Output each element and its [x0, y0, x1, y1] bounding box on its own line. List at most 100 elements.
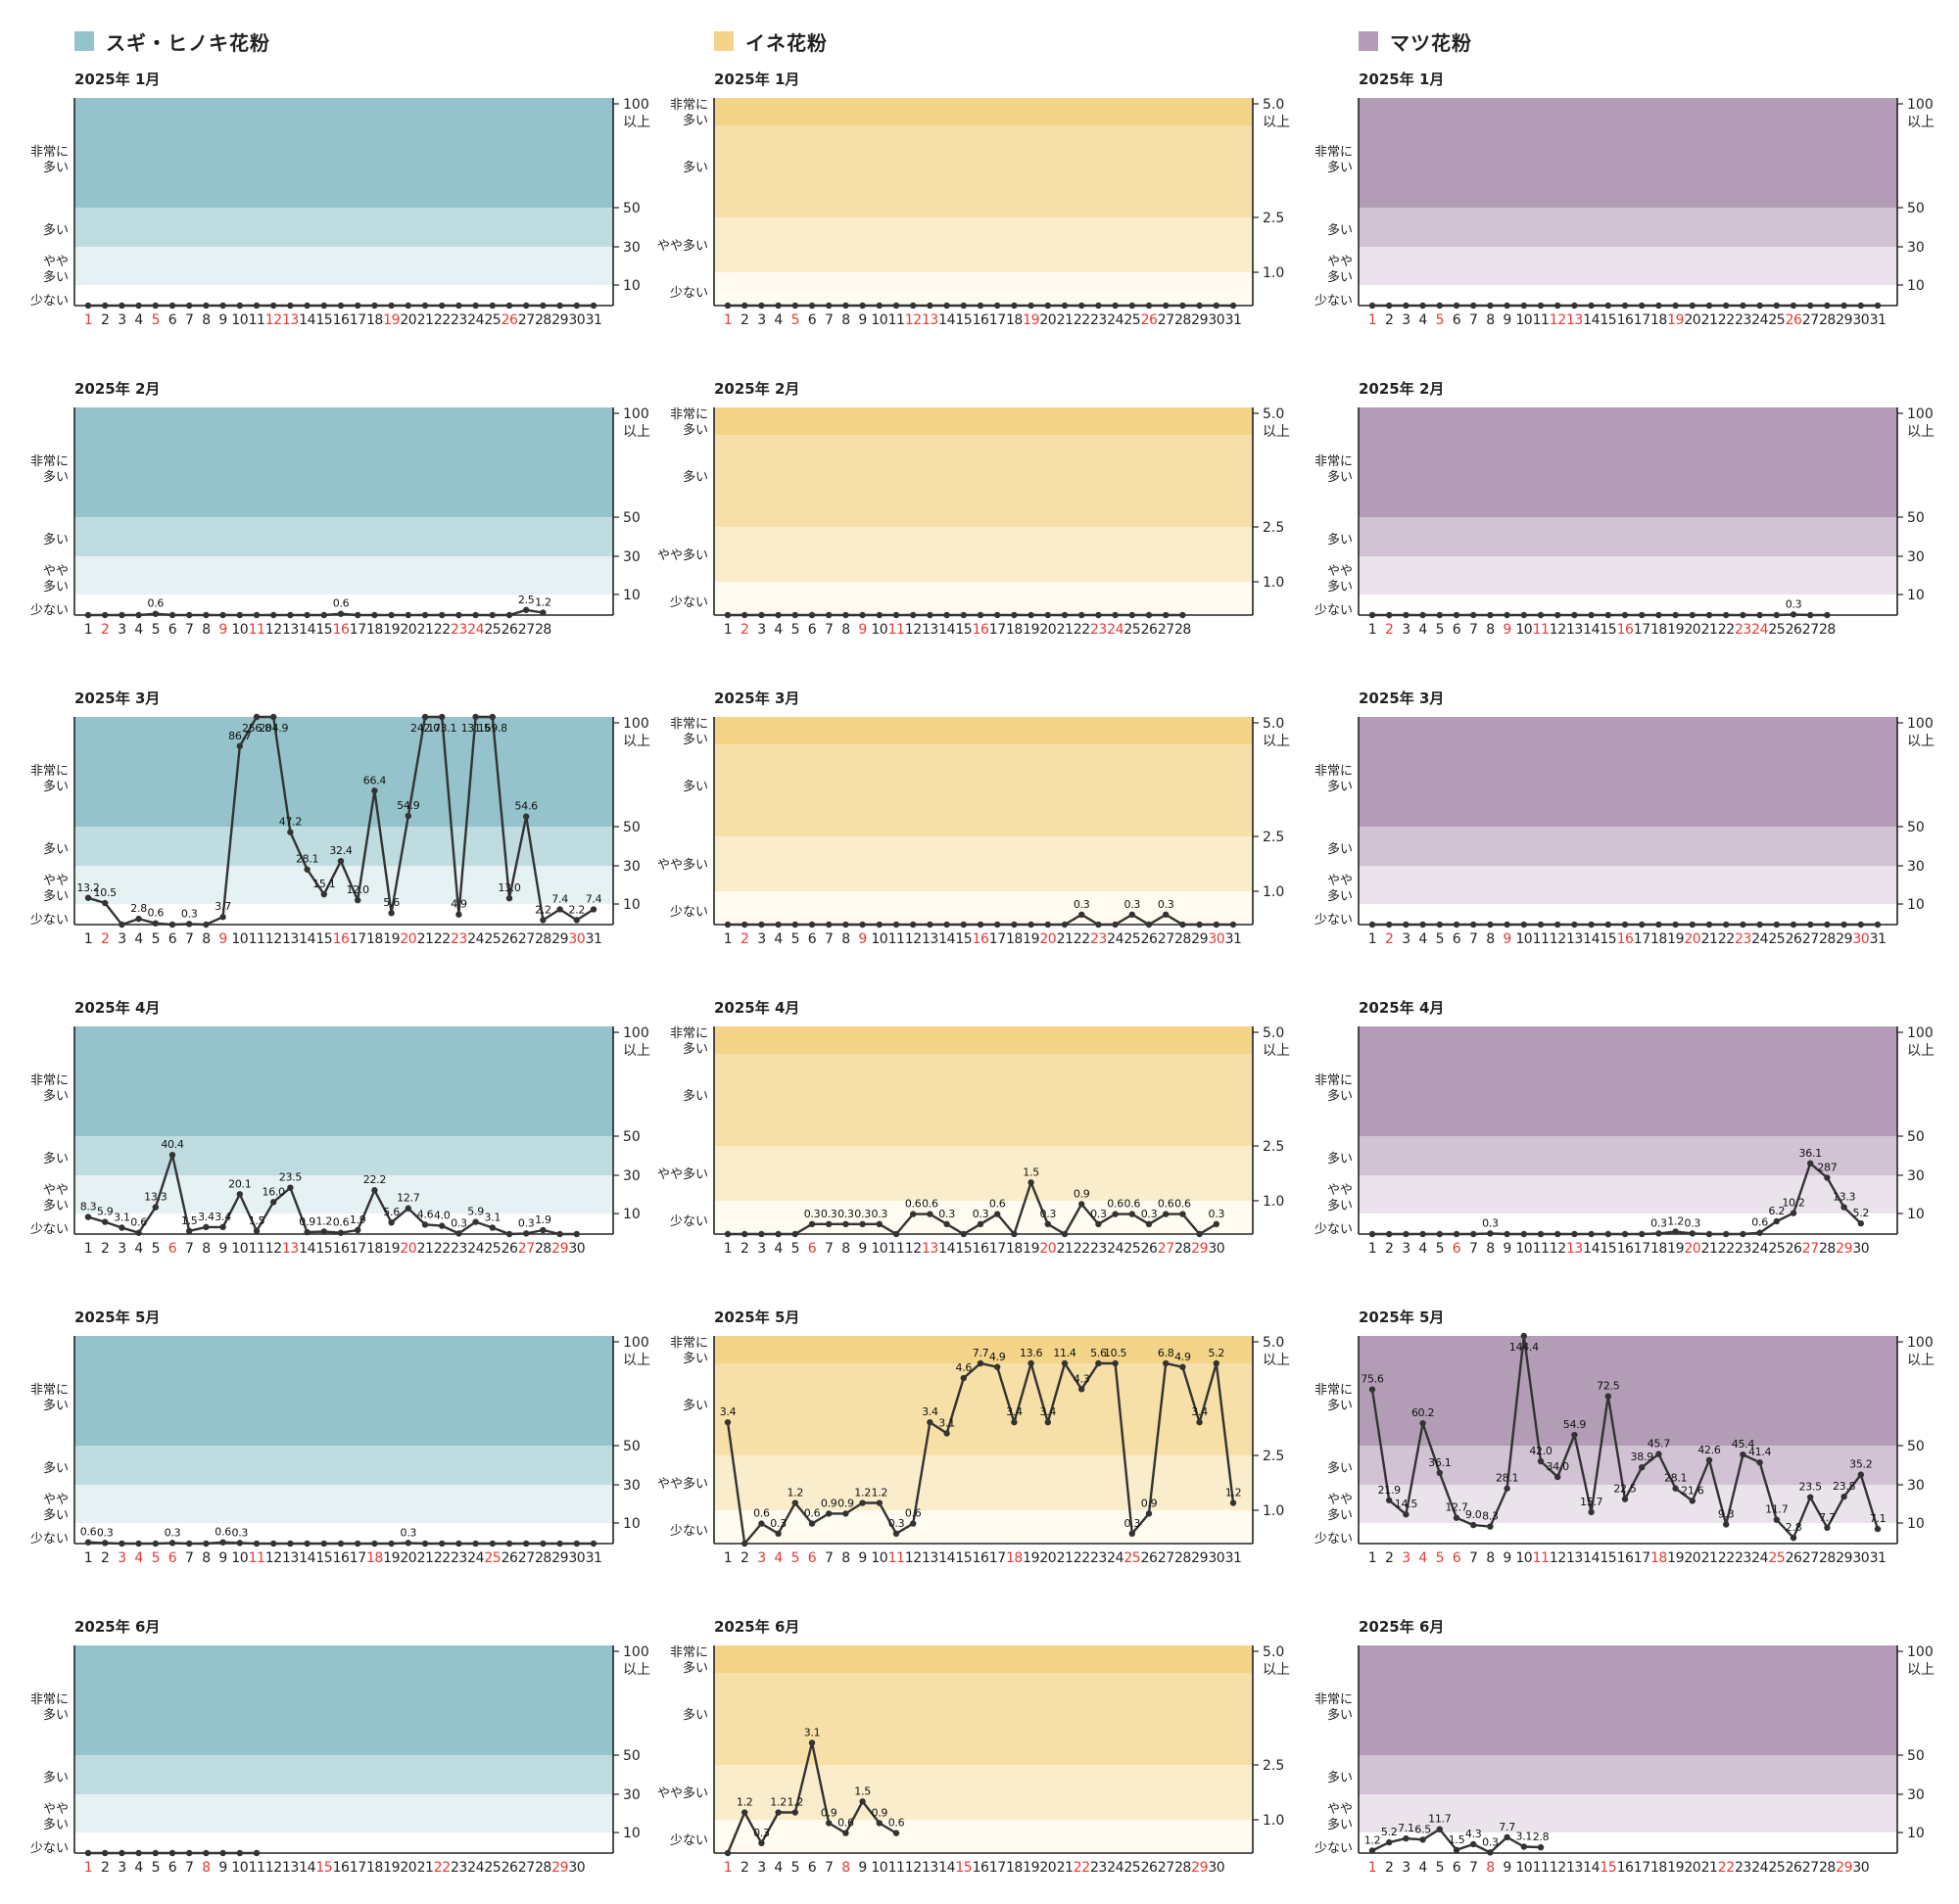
c1-m4-day-13: 13 [922, 1241, 938, 1257]
c0-m5-band-label-0: 非常に [30, 1383, 69, 1398]
c0-m3-tick-label-1: 50 [623, 820, 641, 835]
c1-m3-band-0 [714, 717, 1253, 744]
c1-m3-day-6: 6 [808, 931, 817, 947]
c0-m2-point-23 [455, 611, 462, 619]
c0-m6-tick-label-2: 30 [623, 1787, 641, 1803]
c2-m2-point-16 [1621, 611, 1629, 619]
c1-m6-point-10 [876, 1820, 883, 1827]
c0-m3-point-4 [135, 915, 142, 923]
c2-m6-data-label-4: 6.5 [1414, 1823, 1431, 1835]
c1-m4-band-1 [714, 1054, 1253, 1146]
c1-m5-band-2 [714, 1455, 1253, 1510]
c2-m2-day-20: 20 [1684, 622, 1700, 638]
c1-m3-point-23 [1095, 921, 1102, 928]
c0-m5-day-22: 22 [434, 1550, 451, 1566]
c0-m5-day-20: 20 [400, 1550, 416, 1566]
c2-m4-day-6: 6 [1453, 1241, 1461, 1257]
c2-m6-band-label-3: 少ない [1314, 1841, 1353, 1856]
c1-m5-data-label-5: 1.2 [788, 1487, 804, 1499]
c1-m4-day-24: 24 [1107, 1241, 1123, 1257]
c0-m6-band-3 [74, 1833, 613, 1853]
c0-m5-day-19: 19 [383, 1550, 400, 1566]
c0-m4-point-2 [102, 1218, 109, 1225]
c2-m4-day-20: 20 [1684, 1241, 1700, 1257]
c1-m1-day-16: 16 [973, 312, 989, 328]
c1-m5-point-21 [1061, 1359, 1069, 1367]
c0-m3-band-label-1: 多い [43, 841, 69, 857]
c2-m1-band-label-1: 多い [1327, 222, 1353, 238]
c0-m4-band-label-2: 多い [43, 1198, 69, 1214]
c1-m6-day-16: 16 [973, 1860, 989, 1876]
c1-m4-point-29 [1196, 1230, 1203, 1238]
c1-m5-day-14: 14 [938, 1550, 955, 1566]
c2-m3-point-22 [1723, 921, 1730, 928]
c2-m5-data-label-31: 7.1 [1870, 1512, 1887, 1525]
c2-m1-tick-label-2: 30 [1907, 240, 1925, 256]
c1-m2-point-18 [1011, 611, 1018, 619]
c2-m4-point-20 [1689, 1230, 1696, 1237]
c0-m5-point-19 [388, 1540, 395, 1547]
c1-m4-data-label-9: 0.3 [854, 1208, 871, 1220]
c2-m3-point-17 [1639, 921, 1646, 928]
c1-m5-point-11 [892, 1530, 900, 1538]
c0-m3-data-label-21: 242.0 [410, 722, 440, 735]
c0-m4-day-13: 13 [282, 1241, 299, 1257]
c0-m2-day-24: 24 [467, 622, 484, 638]
c2-m2-point-20 [1689, 611, 1696, 619]
c1-m2-day-21: 21 [1057, 622, 1074, 638]
c2-m4-band-label-3: 少ない [1314, 1222, 1353, 1237]
c2-m5-point-9 [1504, 1485, 1510, 1492]
c1-m5-tick-label-0: 5.0 [1263, 1335, 1284, 1351]
c1-m3-point-20 [1044, 921, 1052, 928]
c1-m6-data-label-8: 0.6 [837, 1817, 854, 1830]
c2-m3-tick-label-0: 100 [1907, 716, 1934, 732]
c0-m1-day-10: 10 [231, 312, 248, 328]
c0-m6-day-2: 2 [101, 1860, 109, 1876]
c1-m5-day-25: 25 [1123, 1550, 1140, 1566]
c1-m4-title: 2025年 4月 [714, 999, 799, 1017]
c2-m2-series-line [1372, 613, 1828, 617]
c0-m3-data-label-15: 15.1 [312, 878, 335, 890]
c0-m1-day-22: 22 [434, 312, 451, 328]
c0-m4-day-12: 12 [265, 1241, 282, 1257]
c0-m6-day-14: 14 [299, 1860, 315, 1876]
c2-m1-day-21: 21 [1701, 312, 1718, 328]
c2-m2-band-label-3: 少ない [1314, 603, 1353, 618]
c1-m5-day-22: 22 [1074, 1550, 1090, 1566]
c1-m2-point-20 [1044, 611, 1052, 619]
c1-m4-data-label-20: 0.3 [1040, 1208, 1057, 1220]
c2-m5-data-label-18: 45.7 [1648, 1438, 1671, 1451]
c2-m4-point-13 [1571, 1230, 1578, 1238]
c1-m1-tick-label-1: 2.5 [1263, 211, 1284, 226]
c2-m4-point-26 [1790, 1210, 1797, 1216]
c0-m3-tick-label-0: 100 [623, 716, 649, 732]
c2-m3-title: 2025年 3月 [1359, 690, 1444, 707]
c0-m1-day-21: 21 [417, 312, 434, 328]
c2-m2-point-19 [1672, 611, 1679, 619]
c2-m3-point-13 [1571, 921, 1578, 928]
c0-m4-day-14: 14 [299, 1241, 315, 1257]
c2-m1-band-label-0: 非常に [1314, 145, 1353, 160]
c2-m1-point-10 [1520, 302, 1528, 309]
c1-m3-day-17: 17 [989, 931, 1006, 947]
c2-m1-point-21 [1705, 302, 1713, 309]
c2-m3-point-23 [1740, 921, 1746, 928]
c2-m6-day-19: 19 [1667, 1860, 1684, 1876]
c1-m5-point-4 [775, 1530, 782, 1538]
c1-m6-data-label-4: 1.2 [770, 1796, 787, 1809]
c0-m1-day-12: 12 [265, 312, 282, 328]
c1-m3-day-31: 31 [1225, 931, 1242, 947]
c2-m4-band-label-2: 多い [1327, 1198, 1353, 1214]
c0-m6-day-26: 26 [502, 1860, 518, 1876]
c2-m6-day-4: 4 [1418, 1860, 1427, 1876]
c2-m2-day-7: 7 [1469, 622, 1477, 638]
c0-m3-day-8: 8 [202, 931, 210, 947]
c2-m5-data-label-14: 15.7 [1580, 1496, 1603, 1508]
c2-m5-data-label-11: 42.0 [1529, 1445, 1553, 1457]
c1-m2-day-2: 2 [741, 622, 748, 638]
c0-m4-point-19 [388, 1219, 395, 1226]
c1-m3-point-24 [1112, 921, 1119, 928]
c1-m5-data-label-23: 5.6 [1090, 1347, 1107, 1359]
c1-m3-day-22: 22 [1074, 931, 1090, 947]
c2-m4-band-0 [1359, 1026, 1897, 1136]
